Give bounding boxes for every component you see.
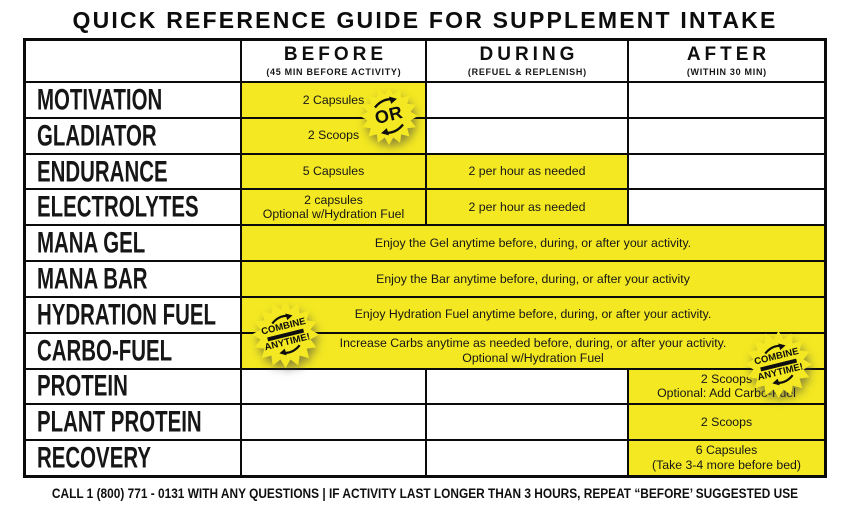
cell-protein-before	[242, 369, 425, 404]
row-label-recovery: RECOVERY	[26, 441, 240, 475]
column-header-subtitle: (WITHIN 30 MIN)	[686, 66, 767, 77]
cycle-arrow-icon	[374, 97, 398, 109]
cycle-arrow-icon	[278, 344, 301, 356]
combine-anytime-badge: COMBINE ANYTIME!	[252, 301, 319, 368]
cell-electrolytes-after	[629, 190, 824, 225]
row-label-text: MOTIVATION	[37, 82, 163, 116]
cell-mana-bar-all-phases: Enjoy the Bar anytime before, during, or…	[242, 262, 824, 296]
cell-line: Enjoy Hydration Fuel anytime before, dur…	[354, 307, 712, 322]
table-corner-cell	[26, 41, 240, 81]
starburst-shape	[360, 87, 418, 145]
column-header-label: DURING	[479, 44, 579, 66]
row-label-text: MANA BAR	[37, 261, 148, 296]
column-header-during: DURING (REFUEL & REPLENISH)	[427, 41, 627, 81]
column-header-before: BEFORE (45 MIN BEFORE ACTIVITY)	[242, 41, 425, 81]
column-header-subtitle: (45 MIN BEFORE ACTIVITY)	[266, 66, 402, 77]
cell-protein-during	[427, 369, 627, 404]
cycle-arrow-icon	[771, 374, 794, 386]
cell-line: Increase Carbs anytime as needed before,…	[339, 335, 727, 350]
cell-line: Optional w/Hydration Fuel	[262, 207, 405, 222]
row-label-text: RECOVERY	[37, 440, 151, 475]
row-label-carbo-fuel: CARBO-FUEL	[26, 333, 240, 368]
row-label-endurance: ENDURANCE	[26, 154, 240, 189]
column-header-after: AFTER (WITHIN 30 MIN)	[629, 41, 824, 81]
cell-endurance-during: 2 per hour as needed	[427, 154, 627, 189]
row-label-text: ELECTROLYTES	[37, 190, 199, 224]
row-label-mana-bar: MANA BAR	[26, 262, 240, 296]
cell-line: Optional: Add Carbo-Fuel	[657, 386, 796, 401]
column-header-subtitle: (REFUEL & REPLENISH)	[467, 66, 587, 77]
row-label-text: ENDURANCE	[37, 154, 168, 188]
or-badge: OR	[360, 87, 418, 145]
cell-motivation-during	[427, 83, 627, 117]
row-label-gladiator: GLADIATOR	[26, 118, 240, 153]
cell-plant-protein-before	[242, 405, 425, 440]
row-label-motivation: MOTIVATION	[26, 83, 240, 117]
cell-line: 2 Scoops	[307, 128, 360, 143]
cell-line: 2 Scoops	[700, 414, 753, 429]
cell-mana-gel-all-phases: Enjoy the Gel anytime before, during, or…	[242, 226, 824, 261]
row-label-text: GLADIATOR	[37, 118, 157, 152]
cell-line: Enjoy the Bar anytime before, during, or…	[376, 271, 690, 286]
cycle-arrow-icon	[380, 123, 404, 135]
row-label-protein: PROTEIN	[26, 369, 240, 404]
cell-line: 2 capsules	[304, 192, 363, 207]
row-label-text: PLANT PROTEIN	[37, 405, 202, 439]
combine-anytime-badge: COMBINE ANYTIME!	[745, 331, 812, 398]
combine-badge-content: COMBINE ANYTIME!	[245, 294, 326, 375]
cell-endurance-after	[629, 154, 824, 189]
row-label-hydration-fuel: HYDRATION FUEL	[26, 297, 240, 332]
cell-recovery-before	[242, 441, 425, 475]
cell-line: Optional w/Hydration Fuel	[462, 350, 604, 365]
cell-electrolytes-before: 2 capsules Optional w/Hydration Fuel	[242, 190, 425, 225]
cell-motivation-after	[629, 83, 824, 117]
row-label-text: HYDRATION FUEL	[37, 297, 217, 331]
row-label-electrolytes: ELECTROLYTES	[26, 190, 240, 225]
cell-recovery-during	[427, 441, 627, 475]
row-label-text: PROTEIN	[37, 369, 128, 403]
cell-line: 2 Scoops	[700, 371, 753, 386]
cycle-arrow-icon	[763, 343, 786, 355]
or-badge-content: OR	[354, 81, 424, 151]
cell-line: 2 Capsules	[302, 92, 365, 107]
cell-line: Enjoy the Gel anytime before, during, or…	[374, 235, 692, 250]
cell-plant-protein-after: 2 Scoops	[629, 405, 824, 440]
cell-gladiator-after	[629, 118, 824, 153]
row-label-text: CARBO-FUEL	[37, 333, 173, 367]
footer-note: CALL 1 (800) 771 - 0131 WITH ANY QUESTIO…	[51, 486, 799, 501]
cell-hydration-fuel-all-phases: Enjoy Hydration Fuel anytime before, dur…	[242, 297, 824, 332]
cell-electrolytes-during: 2 per hour as needed	[427, 190, 627, 225]
column-header-label: BEFORE	[283, 44, 388, 66]
column-header-label: AFTER	[686, 44, 771, 66]
row-label-mana-gel: MANA GEL	[26, 226, 240, 261]
cell-gladiator-during	[427, 118, 627, 153]
cell-line: 5 Capsules	[302, 164, 365, 179]
page-title: QUICK REFERENCE GUIDE FOR SUPPLEMENT INT…	[72, 7, 778, 33]
cell-recovery-after: 6 Capsules (Take 3-4 more before bed)	[629, 441, 824, 475]
cell-plant-protein-during	[427, 405, 627, 440]
cycle-arrow-icon	[270, 313, 293, 325]
supplement-table: BEFORE (45 MIN BEFORE ACTIVITY) DURING (REF…	[23, 38, 827, 478]
row-label-plant-protein: PLANT PROTEIN	[26, 405, 240, 440]
cell-line: 2 per hour as needed	[468, 164, 586, 179]
cell-carbo-fuel-all-phases: Increase Carbs anytime as needed before,…	[242, 333, 824, 368]
row-label-text: MANA GEL	[37, 226, 146, 260]
cell-line: (Take 3-4 more before bed)	[651, 458, 801, 473]
cell-line: 6 Capsules	[695, 443, 758, 458]
cell-endurance-before: 5 Capsules	[242, 154, 425, 189]
cell-line: 2 per hour as needed	[468, 199, 586, 214]
combine-badge-content: COMBINE ANYTIME!	[738, 324, 819, 405]
